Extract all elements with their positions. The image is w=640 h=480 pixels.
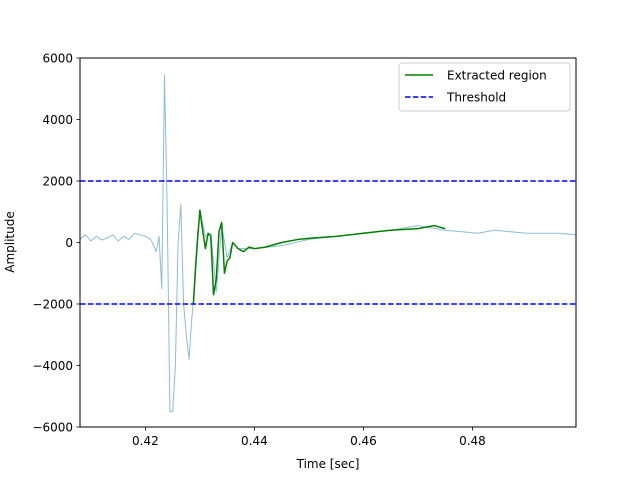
y-tick-label: 0 — [65, 236, 73, 250]
y-tick-label: −4000 — [32, 359, 73, 373]
y-tick-label: 2000 — [42, 175, 73, 189]
y-tick-label: −2000 — [32, 298, 73, 312]
y-tick-label: 4000 — [42, 113, 73, 127]
y-axis: −6000 −4000 −2000 0 2000 4000 6000 — [32, 52, 80, 435]
legend-threshold-label: Threshold — [446, 91, 506, 105]
y-tick-label: −6000 — [32, 421, 73, 435]
x-tick-label: 0.42 — [132, 434, 159, 448]
x-tick-label: 0.44 — [241, 434, 268, 448]
series-extracted-line — [192, 209, 446, 305]
x-tick-label: 0.46 — [350, 434, 377, 448]
legend-extracted-label: Extracted region — [447, 69, 547, 83]
plot-area — [80, 74, 576, 413]
x-axis: 0.42 0.44 0.46 0.48 — [132, 427, 486, 448]
x-tick-label: 0.48 — [459, 434, 486, 448]
legend-box — [398, 62, 571, 112]
y-tick-label: 6000 — [42, 52, 73, 66]
legend: Extracted region Threshold — [398, 62, 571, 112]
y-axis-label: Amplitude — [3, 211, 17, 273]
x-axis-label: Time [sec] — [296, 457, 360, 471]
